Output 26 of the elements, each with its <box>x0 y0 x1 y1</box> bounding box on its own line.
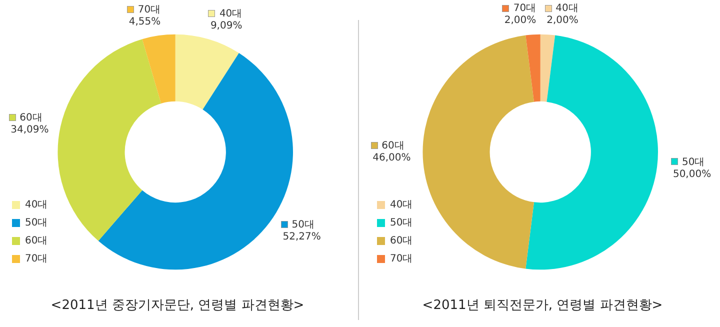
legend-label: 50대 <box>292 219 314 230</box>
category-label: 60대 <box>382 140 404 152</box>
legend-label: 60대 <box>390 236 413 247</box>
category-label: 60대 <box>20 112 42 124</box>
category-label: 70대 <box>390 254 413 265</box>
data-label: 4,55% <box>128 16 161 28</box>
data-label: 2,00% <box>546 15 578 26</box>
data-label: 52,27% <box>282 231 321 242</box>
legend-label: 70대 <box>513 3 536 14</box>
data-label: 34,09% <box>10 124 49 136</box>
category-label: 40대 <box>390 200 413 211</box>
data-label: 9,09% <box>210 20 242 32</box>
legend-label: 70대 <box>138 4 161 16</box>
category-label: 40대 <box>25 200 48 211</box>
legend-label: 60대 <box>25 236 48 247</box>
text: <2011년 퇴직전문가, 연령별 파견현황> <box>421 297 664 314</box>
category-label: 50대 <box>25 218 48 229</box>
category-label: 70대 <box>25 254 48 265</box>
data-label: 2,00% <box>504 15 536 26</box>
legend-label: 40대 <box>219 8 242 20</box>
category-label: 50대 <box>390 218 413 229</box>
text: <2011년 중장기자문단, 연령별 파견현황> <box>50 297 306 314</box>
legend-label: 50대 <box>682 157 705 168</box>
data-label: 50,00% <box>672 169 712 180</box>
legend-label: 40대 <box>556 3 578 14</box>
data-label: 46,00% <box>372 152 411 164</box>
